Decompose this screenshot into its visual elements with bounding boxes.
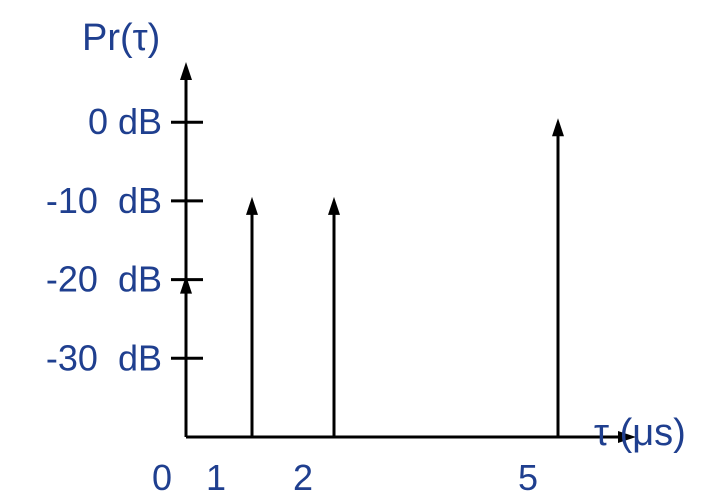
impulse-arrowhead [180, 275, 192, 294]
x-axis-arrowhead [618, 431, 636, 443]
impulse-arrowhead [246, 196, 258, 215]
impulse-series [180, 118, 564, 437]
y-ticks: 0 dB -10 dB -20 dB -30 dB [46, 101, 203, 378]
y-tick-label: -10 dB [46, 180, 162, 221]
y-axis-label: Pr(τ) [82, 17, 160, 59]
impulse-arrowhead [552, 118, 564, 137]
y-tick-label: -20 dB [46, 259, 162, 300]
y-tick-label: 0 dB [88, 101, 162, 142]
axes [180, 62, 636, 443]
impulse-arrowhead [328, 196, 340, 215]
x-tick-label: 1 [206, 457, 226, 498]
y-tick-label: -30 dB [46, 337, 162, 378]
y-axis-arrowhead [180, 62, 192, 80]
x-tick-label: 0 [152, 457, 172, 498]
x-axis-label: τ (μs) [594, 412, 686, 454]
x-tick-label: 5 [518, 457, 538, 498]
x-tick-label: 2 [293, 457, 313, 498]
